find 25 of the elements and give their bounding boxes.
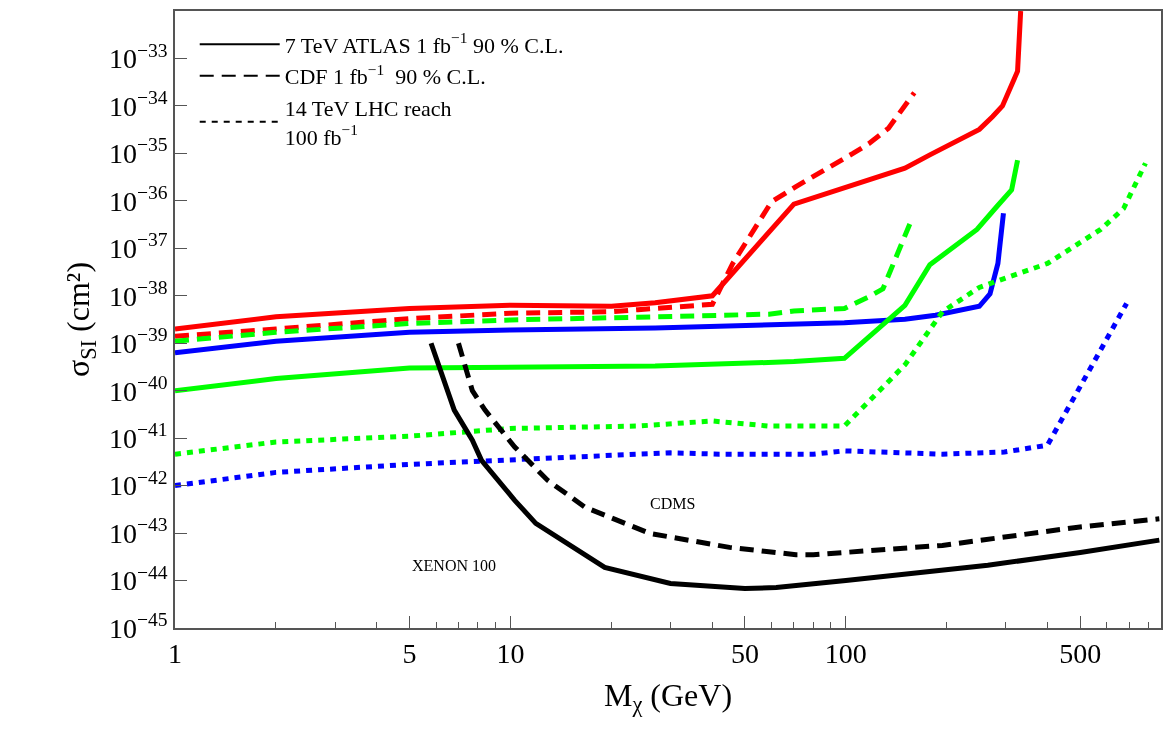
y-tick-label: 10$^{−40}$ bbox=[108, 371, 168, 407]
y-tick-label: 10$^{−33}$ bbox=[108, 39, 168, 75]
x-tick-label: 100 bbox=[824, 638, 867, 670]
x-tick-label: 10 bbox=[496, 638, 525, 670]
y-tick-label: 10$^{−36}$ bbox=[108, 181, 168, 217]
y-tick-label: 10$^{−39}$ bbox=[108, 324, 168, 360]
x-tick-label: 500 bbox=[1059, 638, 1102, 670]
x-tick-label: 5 bbox=[402, 638, 417, 670]
y-tick-label: 10$^{−45}$ bbox=[108, 609, 168, 644]
legend-label: 7 TeV ATLAS 1 fb$^{−1}$ 90 % C.L. bbox=[284, 29, 564, 58]
x-axis-title: M$_{χ}$ (GeV) bbox=[603, 676, 733, 718]
y-tick-label: 10$^{−43}$ bbox=[108, 514, 168, 549]
y-tick-label: 10$^{−42}$ bbox=[108, 466, 168, 502]
y-tick-label: 10$^{−34}$ bbox=[108, 86, 168, 122]
y-tick-label: 10$^{−44}$ bbox=[108, 561, 168, 597]
x-tick-label: 1 bbox=[168, 638, 182, 670]
y-tick-label: 10$^{−35}$ bbox=[108, 134, 168, 170]
annotation: CDMS bbox=[650, 495, 696, 512]
y-tick-label: 10$^{−37}$ bbox=[108, 229, 168, 265]
annotation: XENON 100 bbox=[412, 557, 496, 574]
y-tick-label: 10$^{−41}$ bbox=[108, 419, 168, 454]
x-tick-label: 50 bbox=[730, 638, 759, 670]
y-tick-label: 10$^{−38}$ bbox=[108, 276, 168, 312]
legend-label: CDF 1 fb$^{−1}$ 90 % C.L. bbox=[284, 61, 486, 90]
legend-label: 14 TeV LHC reach 100 fb$^{−1}$ bbox=[284, 95, 452, 150]
